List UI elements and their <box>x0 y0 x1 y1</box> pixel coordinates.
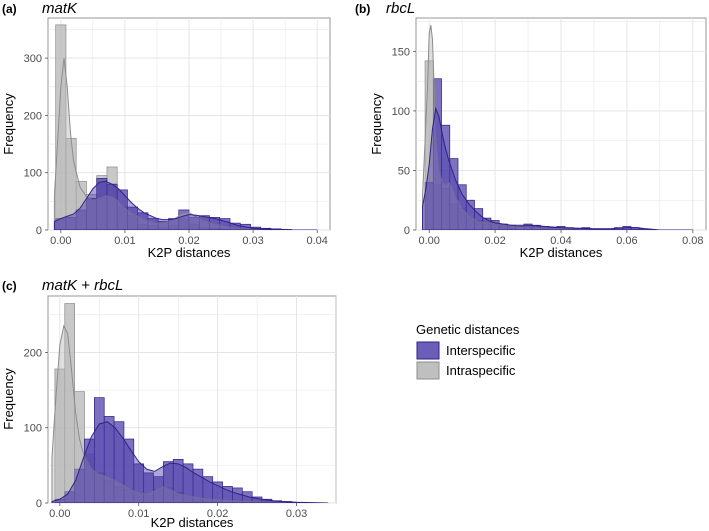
panel-a-marks: 0.00 0.01 0.02 0.03 0.04 0 100 200 300 <box>24 18 330 247</box>
panel-a-label: (a) <box>2 2 17 16</box>
panel-a-density-interspecific <box>53 180 318 230</box>
panel-a-ytick-label: 200 <box>24 110 42 122</box>
legend: Genetic distances Interspecific Intraspe… <box>416 322 520 380</box>
panel-c-xtick-label: 0.03 <box>286 508 307 520</box>
panel-b-xtick-label: 0.08 <box>682 235 703 247</box>
panel-b-title: rbcL <box>386 0 415 17</box>
legend-label-intraspecific: Intraspecific <box>446 363 516 378</box>
legend-label-interspecific: Interspecific <box>446 343 516 358</box>
panel-c-data-layer <box>51 303 329 503</box>
panel-a-xtick-label: 0.00 <box>50 235 71 247</box>
panel-c-ytick-label: 0 <box>36 498 42 510</box>
panel-c-ytick-label: 100 <box>24 423 42 435</box>
panel-b-ytick-label: 50 <box>398 165 410 177</box>
panel-a: (a) matK 0.00 0.01 0.02 0.03 0.040100200300 … <box>1 0 331 260</box>
panel-b-label: (b) <box>355 2 370 16</box>
legend-swatch-intraspecific <box>416 361 440 380</box>
panel-a-data-layer <box>53 24 318 230</box>
panel-c-label: (c) <box>2 279 17 293</box>
panel-c: (c) matK + rbcL 0.00 0.01 0.02 0.030100200 … <box>1 277 337 530</box>
panel-c-density-interspecific <box>51 421 329 503</box>
panel-b-ytick-label: 150 <box>392 46 410 58</box>
panel-b-ytick-label: 100 <box>392 106 410 118</box>
panel-a-xtick-label: 0.04 <box>306 235 327 247</box>
panel-c-xtick-label: 0.00 <box>49 508 70 520</box>
panel-c-title: matK + rbcL <box>42 277 123 294</box>
panel-a-bar-intraspecific <box>55 24 67 230</box>
panel-b-ytick-label: 0 <box>404 225 410 237</box>
panel-b-xtick-label: 0.04 <box>550 235 571 247</box>
panel-b-xlabel: K2P distances <box>520 245 603 260</box>
panel-a-ytick-label: 300 <box>24 53 42 65</box>
panel-a-xtick-label: 0.01 <box>114 235 135 247</box>
panel-b-xtick-label: 0.06 <box>616 235 637 247</box>
panel-b-density-interspecific <box>422 106 693 230</box>
panel-c-xtick-label: 0.02 <box>207 508 228 520</box>
panel-c-density-intraspecific <box>51 324 329 503</box>
panel-b-xtick-label: 0.02 <box>484 235 505 247</box>
panel-b: (b) rbcL 0.00 0.02 0.04 0.06 0.08 0 50 100 150 K… <box>355 0 707 260</box>
panel-b-density-intraspecific <box>422 25 693 230</box>
panel-b-ylabel: Frequency <box>369 93 384 155</box>
panel-b-marks: 0.00 0.02 0.04 0.06 0.08 0 50 100 150 <box>392 18 706 247</box>
panel-a-density-intraspecific <box>53 58 318 230</box>
panel-a-ytick-label: 100 <box>24 168 42 180</box>
panel-a-ylabel: Frequency <box>1 93 16 155</box>
panel-c-xtick-label: 0.01 <box>128 508 149 520</box>
panel-a-xlabel: K2P distances <box>148 245 231 260</box>
panel-a-xtick-label: 0.02 <box>178 235 199 247</box>
legend-swatch-interspecific <box>416 341 440 360</box>
panel-a-title: matK <box>42 0 78 17</box>
panel-b-xtick-label: 0.00 <box>418 235 439 247</box>
panel-c-ylabel: Frequency <box>1 368 16 430</box>
legend-title: Genetic distances <box>416 322 520 337</box>
panel-b-data-layer <box>422 25 693 230</box>
panel-c-ytick-label: 200 <box>24 347 42 359</box>
panel-a-xtick-label: 0.03 <box>242 235 263 247</box>
panel-c-xlabel: K2P distances <box>151 515 234 530</box>
panel-a-ytick-label: 0 <box>36 225 42 237</box>
panel-c-marks: 0.00 0.01 0.02 0.03 0 100 200 <box>24 296 337 520</box>
